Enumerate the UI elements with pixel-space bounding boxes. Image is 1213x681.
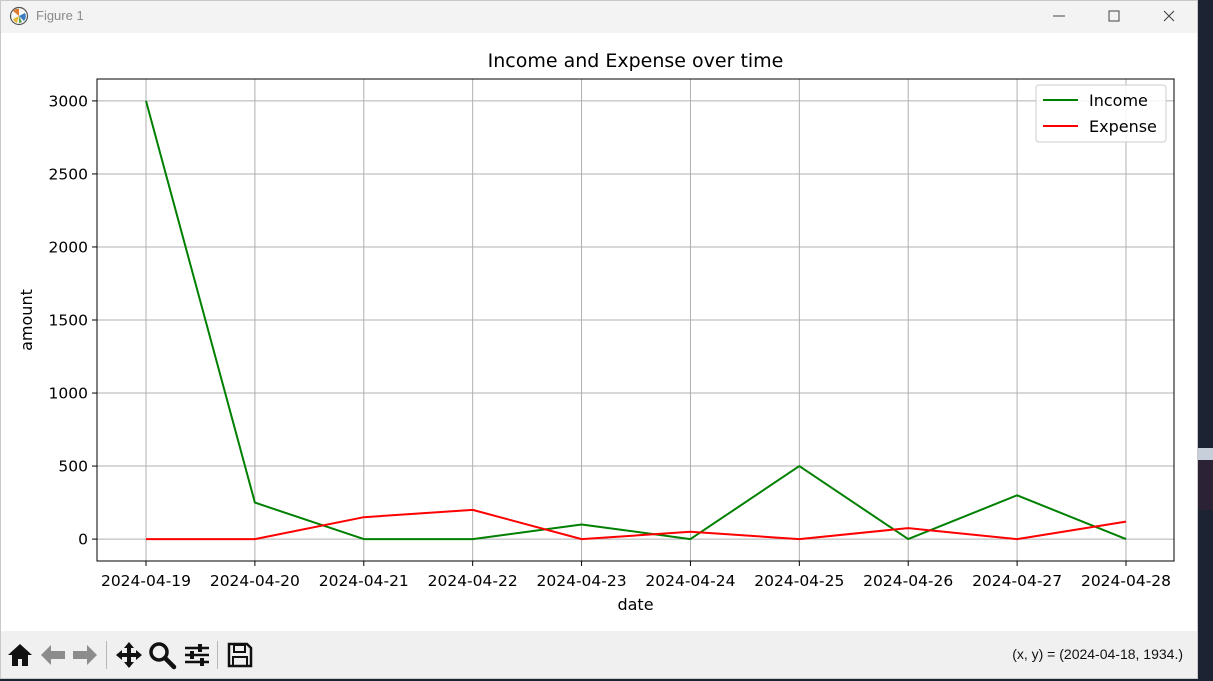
- x-axis-label: date: [617, 595, 653, 614]
- close-button[interactable]: [1141, 1, 1196, 31]
- configure-subplots-icon[interactable]: [182, 640, 212, 670]
- y-tick-label: 1000: [49, 385, 88, 403]
- series-line-expense: [146, 508, 1127, 541]
- series-line-income: [145, 100, 1127, 541]
- x-tick-label: 2024-04-28: [1081, 572, 1171, 590]
- grid-lines: [97, 79, 1174, 561]
- x-tick-label: 2024-04-19: [101, 572, 191, 590]
- cursor-coordinates: (x, y) = (2024-04-18, 1934.): [1012, 646, 1183, 662]
- background-window-edge: [1198, 448, 1213, 460]
- figure-canvas[interactable]: 2024-04-19 2024-04-20 2024-04-21 2024-04-22…: [1, 33, 1197, 631]
- legend-label-income: Income: [1089, 91, 1148, 110]
- y-axis-label: amount: [17, 289, 36, 351]
- navigation-toolbar: (x, y) = (2024-04-18, 1934.): [1, 631, 1197, 678]
- y-tick-label: 1500: [49, 312, 88, 330]
- toolbar-separator: [217, 641, 218, 669]
- y-tick-label: 2000: [49, 238, 88, 256]
- x-tick-label: 2024-04-25: [754, 572, 844, 590]
- close-icon: [1163, 10, 1174, 22]
- line-chart[interactable]: 2024-04-19 2024-04-20 2024-04-21 2024-04-22…: [1, 33, 1197, 631]
- axis-ticks: 2024-04-19 2024-04-20 2024-04-21 2024-04-22…: [49, 92, 1172, 590]
- save-icon[interactable]: [225, 640, 255, 670]
- matplotlib-icon: [9, 6, 29, 26]
- forward-icon[interactable]: [70, 640, 100, 670]
- toolbar-separator: [106, 641, 107, 669]
- x-tick-label: 2024-04-24: [645, 572, 735, 590]
- series-lines: [145, 100, 1127, 541]
- y-tick-label: 3000: [49, 92, 88, 110]
- minimize-icon: [1052, 15, 1065, 17]
- x-tick-label: 2024-04-23: [537, 572, 627, 590]
- window-title: Figure 1: [36, 8, 84, 23]
- y-tick-label: 0: [78, 531, 88, 549]
- legend: Income Expense: [1035, 84, 1167, 143]
- y-tick-label: 500: [58, 458, 88, 476]
- x-tick-label: 2024-04-20: [210, 572, 300, 590]
- title-bar[interactable]: Figure 1: [1, 1, 1197, 33]
- legend-label-expense: Expense: [1089, 117, 1157, 136]
- y-tick-label: 2500: [49, 165, 88, 183]
- maximize-button[interactable]: [1086, 1, 1141, 31]
- back-icon[interactable]: [38, 640, 68, 670]
- x-tick-label: 2024-04-21: [319, 572, 409, 590]
- background-window-edge: [1198, 460, 1213, 510]
- chart-title: Income and Expense over time: [488, 50, 784, 72]
- x-tick-label: 2024-04-26: [863, 572, 953, 590]
- home-icon[interactable]: [5, 640, 35, 670]
- minimize-button[interactable]: [1031, 1, 1086, 31]
- maximize-icon: [1108, 10, 1119, 22]
- pan-icon[interactable]: [114, 640, 144, 670]
- x-tick-label: 2024-04-22: [428, 572, 518, 590]
- x-tick-label: 2024-04-27: [972, 572, 1062, 590]
- zoom-icon[interactable]: [147, 640, 177, 670]
